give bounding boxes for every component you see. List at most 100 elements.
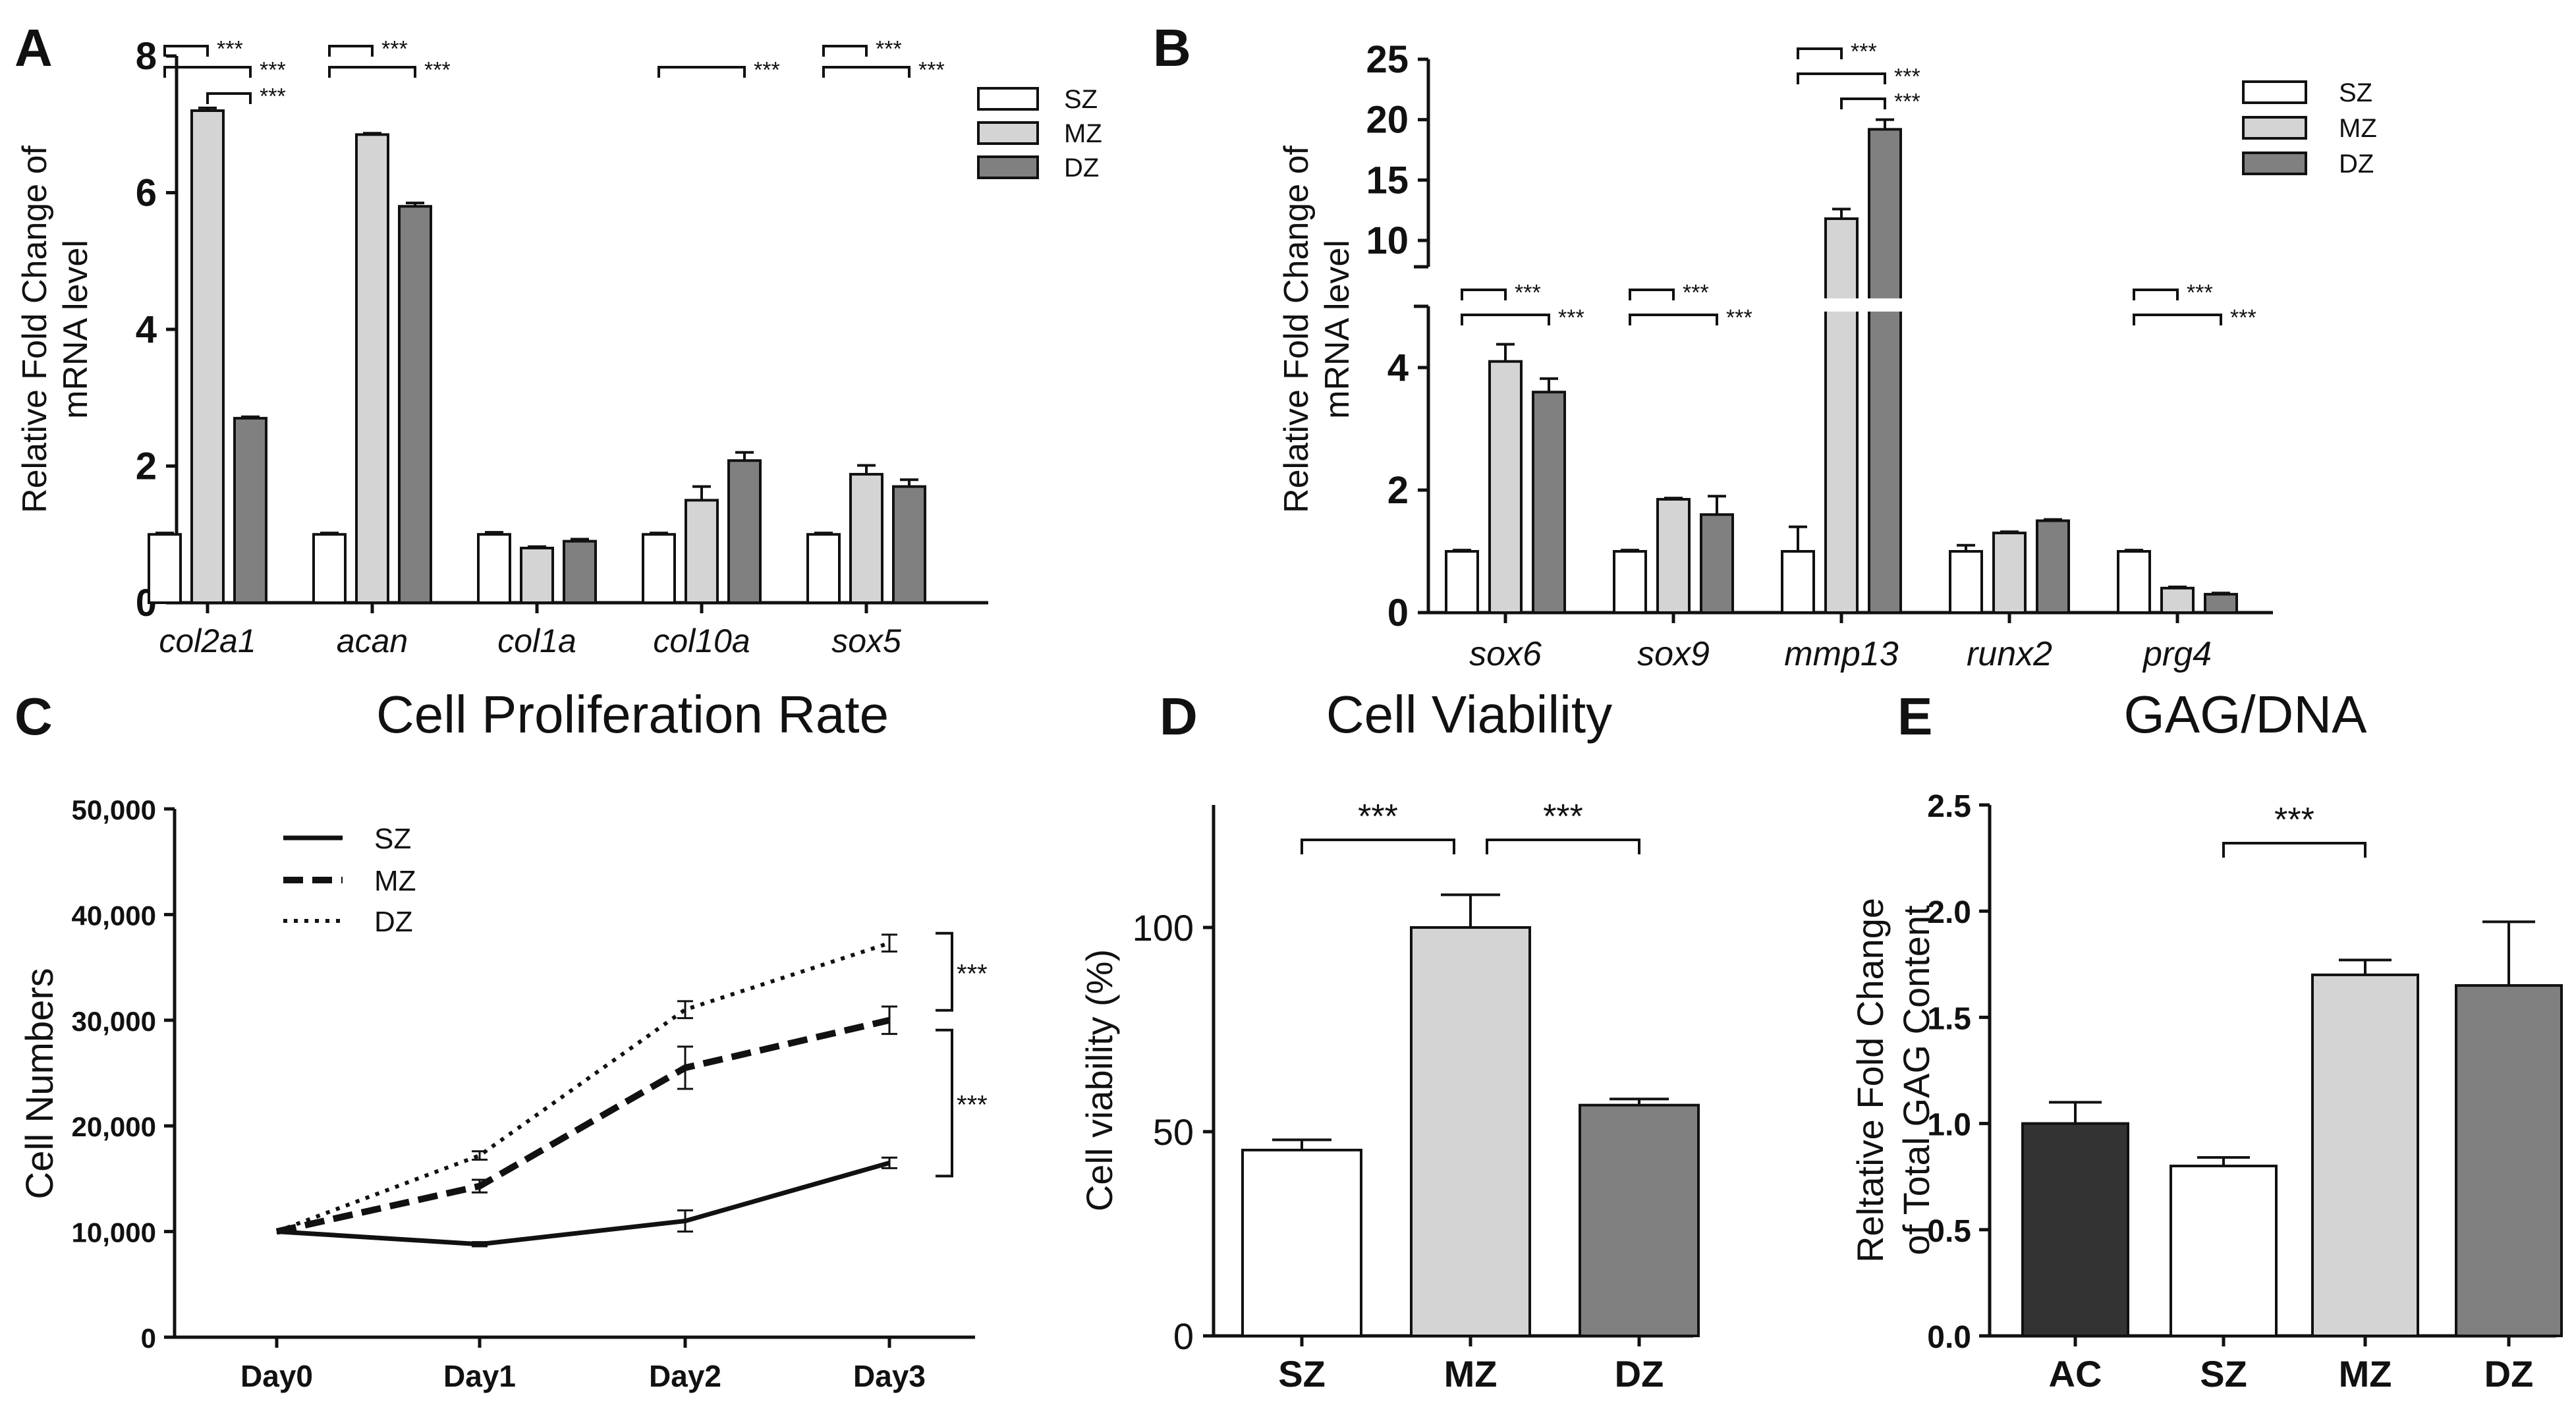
legend-swatch-a-SZ [977,87,1039,111]
bar-e-MZ [2311,973,2419,1338]
x-tick-label-a: sox5 [831,622,901,659]
bar-a-MZ [355,133,389,604]
y-tick-label-c: 10,000 [72,1217,156,1248]
series-line-MZ [275,1016,891,1235]
significance-bracket-b [1629,314,1718,325]
significance-bracket-a [658,66,746,78]
y-tick-label-e: 2.5 [1927,789,1971,824]
significance-bracket-b [1461,289,1507,300]
chart-title-d: Cell Viability [1326,685,1612,744]
x-tick-label-b: mmp13 [1784,635,1898,673]
bar-a-SZ [477,533,511,604]
x-tick-label-c: Day2 [649,1359,721,1393]
bar-d-MZ [1410,926,1531,1337]
bar-b-SZ [1445,550,1479,614]
significance-bracket-a-label: *** [424,57,451,82]
legend-label-c-DZ: DZ [374,906,413,938]
significance-bracket-d [1301,839,1455,854]
panel-d-chart: 0 50 100 SZ MZ DZ *** *** [1133,798,1700,1395]
significance-bracket-b-label: *** [2230,305,2256,330]
y-tick-label-c: 50,000 [72,794,156,825]
legend-swatch-b-DZ [2242,152,2307,175]
bar-b-MZ [1992,532,2027,614]
x-tick-label-b: sox6 [1469,635,1542,673]
bar-b-MZ [1824,217,1859,614]
bar-b-SZ [2117,550,2151,614]
bar-e-AC [2021,1122,2129,1337]
y-tick-label-c: 30,000 [72,1006,156,1037]
x-tick-label-e-AC: AC [2049,1353,2102,1395]
panel-label-a: A [14,18,53,77]
x-tick-label-d-DZ: DZ [1615,1353,1664,1395]
bar-a-SZ [642,533,676,604]
y-tick-label-b: 25 [1366,38,1409,81]
chart-title-e: GAG/DNA [2124,685,2368,744]
legend-label-c-SZ: SZ [374,823,411,855]
significance-bracket-b-label: *** [1515,280,1541,305]
bar-a-SZ [148,533,182,604]
y-axis-title-b: Relative Fold Change ofmRNA level [1277,146,1357,513]
bar-b-MZ [1656,497,1691,615]
bar-b-SZ [1613,550,1647,614]
bar-a-DZ [398,205,432,604]
significance-bracket-e [2222,842,2366,858]
x-tick-label-c: Day1 [443,1359,516,1393]
x-tick-label-e-DZ: DZ [2484,1353,2534,1395]
y-tick-label-e: 0.0 [1927,1320,1971,1355]
significance-bracket-b-label: *** [1894,89,1920,114]
y-tick-label-a: 4 [136,308,157,351]
significance-bracket-a-label: *** [918,57,945,82]
y-tick-label-c: 0 [141,1323,156,1354]
significance-bracket-a-label: *** [754,57,780,82]
legend-label-a-DZ: DZ [1064,153,1099,182]
significance-bracket-a-label: *** [381,36,408,61]
legend-label-c-MZ: MZ [374,865,416,897]
legend-label-b-DZ: DZ [2339,150,2374,179]
x-tick-label-b: prg4 [2142,635,2212,673]
significance-bracket-b [1840,97,1886,109]
bar-a-MZ [849,472,883,605]
series-line-SZ [276,1160,890,1247]
significance-bracket-b-label: *** [1894,64,1920,89]
y-tick-label-b: 4 [1387,346,1409,389]
x-tick-label-c: Day0 [240,1359,313,1393]
y-tick-label-b: 15 [1366,159,1409,202]
legend-swatch-b-SZ [2242,80,2307,104]
significance-bracket-d [1486,839,1640,854]
panel-label-e: E [1897,687,1932,746]
bar-d-SZ [1241,1148,1362,1338]
significance-bracket-a [163,45,209,57]
y-tick-label-d: 100 [1133,907,1194,949]
bar-b-MZ [1488,360,1523,614]
significance-bracket-b [1797,47,1843,59]
bar-a-SZ [806,533,841,604]
x-tick-label-a: acan [337,622,408,659]
y-axis-title-a: Relative Fold Change ofmRNA level [16,146,95,513]
bar-b-DZ [1868,128,1902,615]
panel-label-c: C [14,687,53,746]
y-axis-title-d: Cell viability (%) [1078,949,1120,1211]
significance-bracket-b-label: *** [1558,305,1584,330]
y-tick-label-a: 6 [136,172,157,215]
legend-label-a-MZ: MZ [1064,119,1102,148]
significance-label-e: *** [2274,801,2314,839]
y-tick-label-d: 0 [1173,1315,1194,1357]
y-tick-label-a: 2 [136,445,157,488]
y-axis-title-e: Reltative Fold Change of Total GAG Conten… [1849,898,1937,1263]
significance-bracket-b-label: *** [1683,280,1709,305]
y-tick-label-a: 8 [136,35,157,78]
significance-label-c: *** [957,1091,988,1120]
y-tick-label-d: 50 [1153,1111,1194,1153]
legend-swatch-a-MZ [977,121,1039,145]
bar-b-DZ [2036,519,2070,614]
bar-a-DZ [727,459,762,605]
y-tick-label-b: 0 [1387,592,1409,634]
panel-e-chart: 0.0 0.5 1.0 1.5 2.0 2.5 AC SZ MZ DZ *** [1927,789,2563,1395]
y-tick-label-e: 2.0 [1927,895,1971,930]
y-tick-label-e: 0.5 [1927,1214,1971,1249]
legend-swatch-a-DZ [977,155,1039,179]
bar-b-DZ [1700,513,1734,615]
y-tick-label-e: 1.0 [1927,1108,1971,1143]
